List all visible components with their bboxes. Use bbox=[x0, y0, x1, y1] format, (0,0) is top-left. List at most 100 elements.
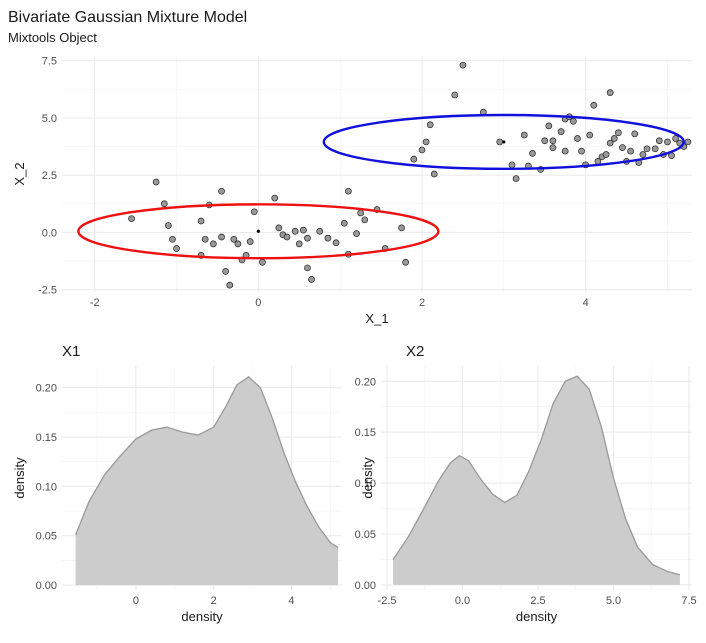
x-tick-label: 2 bbox=[419, 297, 425, 309]
data-point bbox=[291, 227, 299, 235]
data-point bbox=[160, 200, 168, 208]
data-point bbox=[664, 138, 671, 146]
y-tick-label: 5.0 bbox=[42, 113, 57, 125]
x-tick-label: 0 bbox=[255, 297, 261, 309]
scatter-panel: -2 0 2 4 -2.5 0.0 2.5 5.0 7.5 X_1 X_2 bbox=[12, 56, 692, 326]
data-point bbox=[152, 178, 160, 186]
data-point bbox=[684, 138, 692, 146]
data-point bbox=[169, 235, 176, 243]
data-point bbox=[606, 89, 614, 97]
component-ellipse-1 bbox=[77, 203, 440, 260]
data-point bbox=[615, 129, 622, 137]
x-tick-label: 0 bbox=[133, 595, 139, 607]
data-point bbox=[508, 161, 516, 169]
data-point bbox=[529, 150, 536, 157]
data-point bbox=[324, 234, 332, 242]
y-tick-label: -2.5 bbox=[38, 285, 57, 297]
data-point bbox=[545, 122, 553, 130]
data-point bbox=[218, 187, 225, 195]
x-tick-label: 7.5 bbox=[681, 595, 696, 607]
density-curve bbox=[75, 376, 339, 549]
x-tick-label: -2.5 bbox=[378, 595, 397, 607]
data-point bbox=[418, 146, 426, 154]
y-axis-label: density bbox=[12, 457, 27, 499]
y-axis-label: X_2 bbox=[12, 162, 27, 185]
data-point bbox=[520, 131, 528, 139]
y-tick-label: 0.0 bbox=[42, 227, 57, 239]
data-point bbox=[402, 258, 409, 266]
panel-title: X2 bbox=[406, 343, 424, 360]
y-tick-label: 0.15 bbox=[355, 427, 376, 439]
data-point bbox=[655, 137, 663, 145]
y-tick-label: 2.5 bbox=[42, 170, 57, 182]
x2-density-panel: -2.5 0.0 2.5 5.0 7.5 0.00 0.05 0.10 0.15 0.20 dens… bbox=[355, 343, 697, 624]
data-point bbox=[561, 147, 569, 155]
data-point bbox=[602, 151, 610, 158]
data-point bbox=[357, 209, 364, 217]
data-point bbox=[234, 240, 242, 248]
y-tick-label: 0.00 bbox=[355, 580, 376, 592]
data-point bbox=[128, 215, 135, 223]
y-axis-label: density bbox=[360, 457, 375, 499]
density-area bbox=[393, 376, 680, 585]
data-point bbox=[222, 268, 229, 275]
y-tick-label: 0.15 bbox=[36, 432, 57, 444]
y-tick-label: 0.00 bbox=[36, 580, 57, 592]
data-point bbox=[610, 135, 618, 142]
data-point bbox=[361, 216, 369, 224]
data-point bbox=[672, 135, 679, 142]
data-point bbox=[226, 281, 234, 289]
x-tick-label: 0.0 bbox=[455, 595, 470, 607]
x-tick-label: 5.0 bbox=[606, 595, 621, 607]
y-tick-label: 0.20 bbox=[36, 383, 57, 395]
data-point bbox=[631, 130, 639, 138]
data-point bbox=[398, 224, 405, 232]
data-point bbox=[210, 240, 217, 248]
y-tick-label: 0.20 bbox=[355, 376, 376, 388]
data-point bbox=[619, 144, 626, 152]
data-point bbox=[316, 227, 324, 235]
data-point bbox=[275, 224, 283, 232]
data-point bbox=[586, 131, 594, 139]
data-point bbox=[197, 217, 205, 225]
data-point bbox=[422, 138, 430, 146]
data-point bbox=[308, 276, 315, 283]
data-point bbox=[230, 235, 238, 243]
data-point bbox=[627, 147, 634, 155]
density-curve bbox=[392, 375, 681, 576]
x-tick-label: 4 bbox=[583, 297, 589, 309]
data-point bbox=[271, 194, 279, 202]
data-point bbox=[549, 137, 557, 145]
data-point bbox=[353, 230, 360, 237]
component-center bbox=[502, 140, 506, 144]
data-point bbox=[426, 121, 434, 129]
x-tick-label: 2 bbox=[211, 595, 217, 607]
data-point bbox=[639, 151, 647, 158]
data-point bbox=[557, 128, 565, 135]
y-tick-label: 7.5 bbox=[42, 56, 57, 68]
data-point bbox=[345, 187, 352, 195]
component-ellipse-2 bbox=[322, 113, 686, 171]
y-tick-label: 0.05 bbox=[355, 529, 376, 541]
y-tick-label: 0.05 bbox=[36, 531, 57, 543]
y-tick-label: 0.10 bbox=[355, 478, 376, 490]
data-point bbox=[259, 258, 266, 266]
x1-density-panel: 0 2 4 0.00 0.05 0.10 0.15 0.20 density density X1 bbox=[12, 343, 342, 624]
panel-title: X1 bbox=[62, 343, 80, 360]
data-point bbox=[430, 170, 438, 178]
data-point bbox=[340, 219, 348, 227]
x-axis-label: density bbox=[181, 609, 223, 624]
data-point bbox=[459, 61, 467, 69]
data-point bbox=[304, 234, 311, 242]
data-point bbox=[410, 155, 418, 163]
data-point bbox=[549, 144, 557, 152]
figure-title: Bivariate Gaussian Mixture Model bbox=[8, 9, 247, 26]
x-tick-label: 4 bbox=[288, 595, 294, 607]
data-point bbox=[173, 245, 180, 252]
data-point bbox=[300, 226, 307, 234]
data-point bbox=[512, 175, 520, 182]
x-tick-label: -2 bbox=[90, 297, 100, 309]
data-point bbox=[570, 117, 577, 125]
figure-subtitle: Mixtools Object bbox=[8, 30, 97, 45]
